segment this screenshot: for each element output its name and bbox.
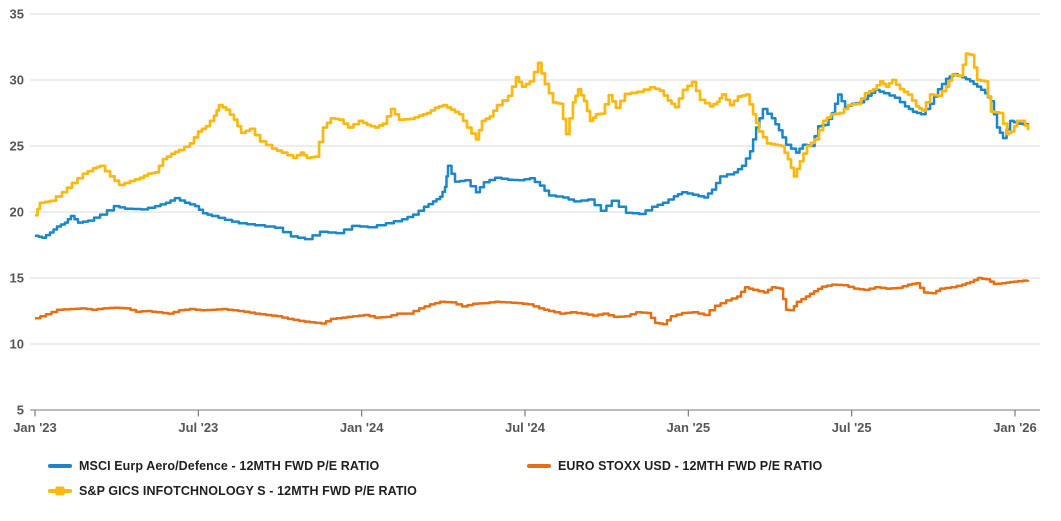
legend-label-sp-gics-infotech: S&P GICS INFOTCHNOLOGY S - 12MTH FWD P/E… xyxy=(79,484,417,498)
series-line-1 xyxy=(35,276,1030,326)
legend-square-marker-icon xyxy=(55,486,65,496)
legend-item-euro-stoxx[interactable]: EURO STOXX USD - 12MTH FWD P/E RATIO xyxy=(527,456,822,476)
y-axis-tick-label: 25 xyxy=(10,139,24,154)
series-line-0 xyxy=(35,72,1030,241)
x-axis-tick-label: Jan '23 xyxy=(13,420,57,435)
x-axis-tick-label: Jul '23 xyxy=(178,420,218,435)
legend-label-euro-stoxx: EURO STOXX USD - 12MTH FWD P/E RATIO xyxy=(558,459,823,473)
x-axis-tick-label: Jan '26 xyxy=(993,420,1037,435)
x-axis-tick-label: Jul '25 xyxy=(832,420,872,435)
legend-item-sp-gics-infotech[interactable]: S&P GICS INFOTCHNOLOGY S - 12MTH FWD P/E… xyxy=(48,481,417,501)
pe-ratio-chart: 5 10 15 20 25 30 35 Jan '23 Jul '23 Jan '24 Jul '2… xyxy=(10,7,1040,435)
legend-line-swatch-orange-icon xyxy=(527,464,551,468)
legend-line-square-swatch-yellow-icon xyxy=(48,486,72,496)
x-axis-tick-label: Jan '25 xyxy=(667,420,711,435)
y-axis-tick-label: 30 xyxy=(10,73,24,88)
legend-line-swatch-blue-icon xyxy=(48,464,72,468)
series-line-2 xyxy=(35,52,1030,217)
y-axis-tick-label: 15 xyxy=(10,271,24,286)
y-axis-tick-label: 35 xyxy=(10,7,24,22)
y-axis-tick-label: 5 xyxy=(17,403,24,418)
legend-item-msci-aero-defence[interactable]: MSCI Eurp Aero/Defence - 12MTH FWD P/E R… xyxy=(48,456,379,476)
legend-label-msci-aero-defence: MSCI Eurp Aero/Defence - 12MTH FWD P/E R… xyxy=(79,459,380,473)
y-axis-tick-label: 20 xyxy=(10,205,24,220)
x-axis-tick-label: Jul '24 xyxy=(505,420,546,435)
x-axis-tick-label: Jan '24 xyxy=(340,420,384,435)
y-axis-tick-label: 10 xyxy=(10,337,24,352)
